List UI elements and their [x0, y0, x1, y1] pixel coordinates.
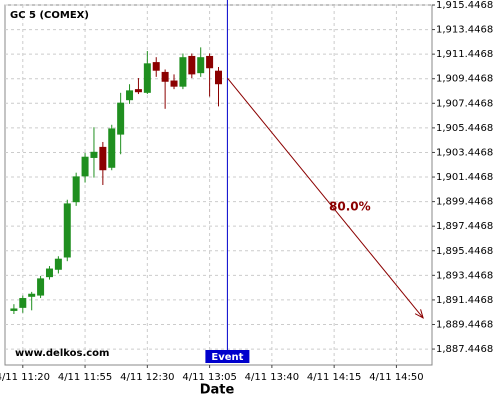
y-tick-label: 1,899.4468 — [436, 197, 493, 208]
y-tick-label: 1,915.4468 — [436, 0, 493, 11]
candle-body — [90, 151, 98, 158]
forecast-arrow — [227, 77, 424, 319]
arrow-head — [414, 309, 424, 319]
y-tick-label: 1,901.4468 — [436, 172, 493, 183]
candle-body — [206, 55, 214, 69]
y-tick-label: 1,891.4468 — [436, 295, 493, 306]
watermark: www.delkos.com — [15, 348, 109, 359]
x-tick-label: 4/11 13:40 — [245, 372, 299, 383]
candle-body — [134, 89, 142, 93]
y-tick-label: 1,905.4468 — [436, 123, 493, 134]
candle-body — [161, 71, 169, 82]
y-tick-label: 1,909.4468 — [436, 74, 493, 85]
candle-body — [45, 268, 53, 278]
candle-body — [28, 293, 36, 297]
y-tick-label: 1,903.4468 — [436, 147, 493, 158]
x-tick-label: 4/11 11:55 — [58, 372, 112, 383]
y-tick-label: 1,907.4468 — [436, 98, 493, 109]
x-tick-label: 4/11 14:15 — [307, 372, 361, 383]
candle-body — [126, 90, 134, 101]
candle-body — [188, 55, 196, 75]
y-tick-label: 1,887.4468 — [436, 344, 493, 355]
arrow-label: 80.0% — [329, 199, 371, 213]
candle-body — [72, 176, 80, 203]
plot-frame — [4, 4, 433, 366]
y-tick-label: 1,897.4468 — [436, 221, 493, 232]
candle-body — [54, 258, 62, 270]
candle-body — [152, 62, 160, 71]
event-label: Event — [211, 352, 243, 363]
candle-body — [10, 308, 18, 311]
candle-body — [37, 278, 45, 296]
candle-body — [170, 80, 178, 87]
candle-body — [108, 128, 116, 168]
candle-body — [179, 57, 187, 87]
x-axis-label: Date — [200, 383, 235, 398]
candle-body — [197, 57, 205, 74]
candle-body — [99, 146, 107, 171]
y-tick-label: 1,911.4468 — [436, 49, 493, 60]
y-tick-label: 1,889.4468 — [436, 319, 493, 330]
x-tick-label: 4/11 12:30 — [120, 372, 174, 383]
candle-body — [143, 63, 151, 93]
candle-body — [63, 203, 71, 258]
x-tick-label: 4/11 11:20 — [0, 372, 50, 383]
y-tick-label: 1,913.4468 — [436, 25, 493, 36]
y-tick-label: 1,895.4468 — [436, 246, 493, 257]
candle-body — [81, 156, 89, 177]
x-tick-label: 4/11 13:05 — [182, 372, 236, 383]
candle-body — [19, 298, 27, 308]
candle-body — [117, 102, 125, 135]
y-tick-label: 1,893.4468 — [436, 270, 493, 281]
candle-body — [215, 70, 222, 85]
chart-title: GC 5 (COMEX) — [10, 10, 89, 21]
event-box — [205, 350, 250, 363]
x-tick-label: 4/11 14:50 — [369, 372, 423, 383]
